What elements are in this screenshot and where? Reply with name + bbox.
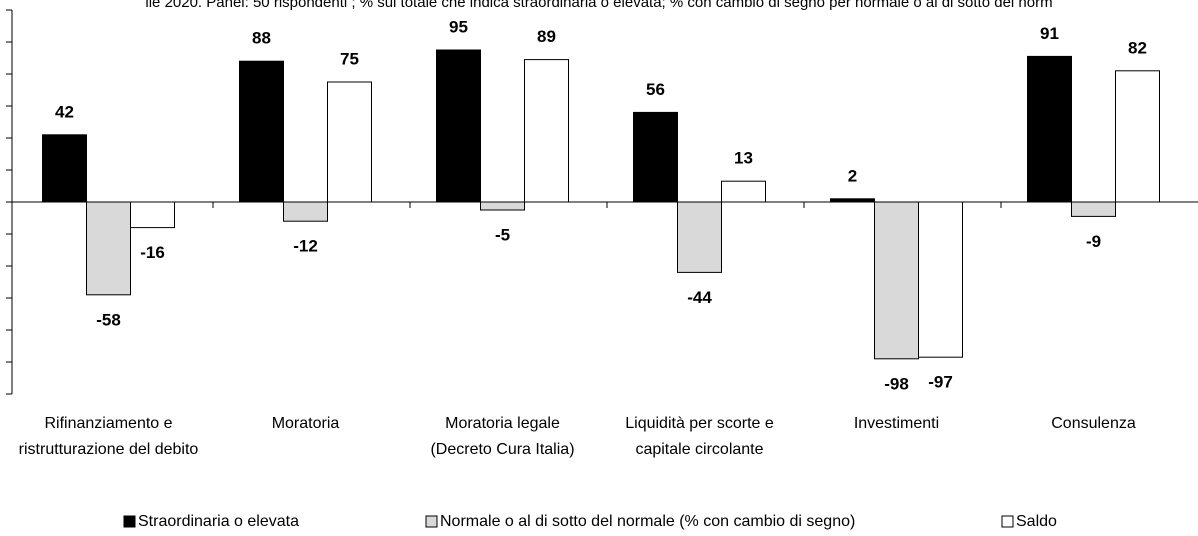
bar xyxy=(1071,201,1116,217)
bar xyxy=(239,60,284,203)
bar xyxy=(327,81,372,203)
bar xyxy=(130,201,175,229)
x-tick-label: Moratoria legale (Decreto Cura Italia) xyxy=(430,415,575,458)
x-tick-label: Moratoria xyxy=(271,415,340,432)
bar xyxy=(524,59,569,203)
value-label: 75 xyxy=(340,49,359,68)
bar xyxy=(874,201,919,360)
value-label: 56 xyxy=(646,80,665,99)
x-tick-label: Investimenti xyxy=(853,415,940,432)
chart-title: ile 2020. Panel: 50 rispondenti ; % sul … xyxy=(145,0,1052,11)
legend-swatch xyxy=(1001,515,1014,528)
bar xyxy=(677,201,722,273)
value-label: -9 xyxy=(1086,232,1101,251)
bar xyxy=(918,201,963,358)
bar xyxy=(633,111,678,203)
legend-swatch xyxy=(425,515,438,528)
bar xyxy=(1115,70,1160,203)
value-label: 82 xyxy=(1128,38,1147,57)
value-label: -98 xyxy=(884,374,909,393)
bar xyxy=(283,201,328,222)
legend-label: Normale o al di sotto del normale (% con… xyxy=(440,513,855,530)
legend-swatch xyxy=(123,515,136,528)
x-tick-label: Rifinanziamento e ristrutturazione del d… xyxy=(18,415,199,458)
bar xyxy=(1027,55,1072,203)
bar xyxy=(86,201,131,296)
bar xyxy=(480,201,525,211)
value-label: 89 xyxy=(537,27,556,46)
legend-label: Saldo xyxy=(1016,513,1057,530)
value-label: -97 xyxy=(928,373,953,392)
x-tick-label: Liquidità per scorte e capitale circolan… xyxy=(625,415,774,458)
value-label: 42 xyxy=(55,102,74,121)
value-label: -44 xyxy=(687,288,712,307)
bar xyxy=(436,49,481,203)
value-label: -58 xyxy=(96,310,121,329)
bar xyxy=(721,180,766,203)
value-label: 95 xyxy=(449,17,468,36)
bar xyxy=(42,134,87,203)
value-label: 88 xyxy=(252,29,271,48)
value-label: 2 xyxy=(848,166,857,185)
legend-label: Straordinaria o elevata xyxy=(138,513,299,530)
value-label: -16 xyxy=(140,243,165,262)
value-label: -5 xyxy=(495,225,510,244)
value-label: -12 xyxy=(293,237,318,256)
value-label: 13 xyxy=(734,149,753,168)
value-label: 91 xyxy=(1040,24,1059,43)
x-tick-label: Consulenza xyxy=(1051,415,1136,432)
